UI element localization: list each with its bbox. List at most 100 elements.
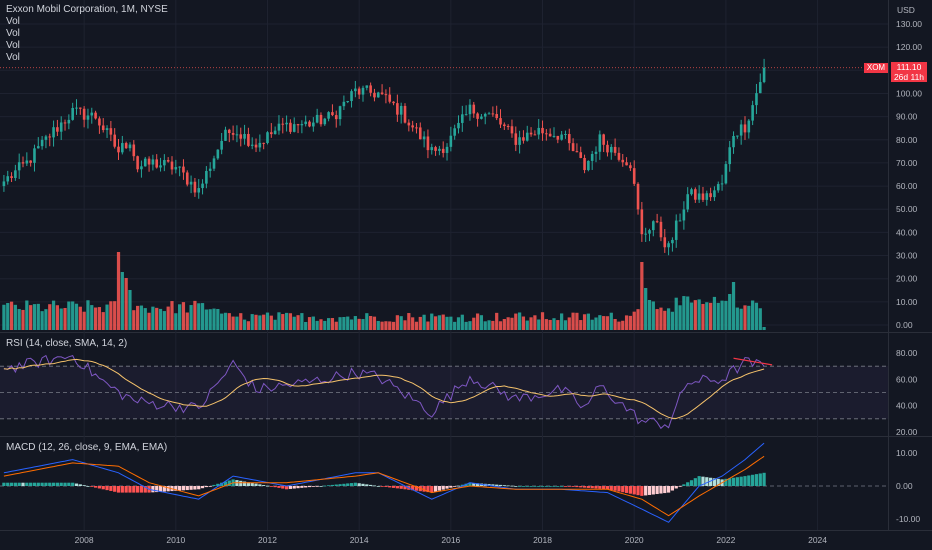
macd-histogram-bar	[666, 486, 671, 493]
macd-histogram-bar	[242, 481, 247, 486]
macd-histogram-bar	[632, 486, 636, 495]
vol-label-3: Vol	[6, 40, 20, 51]
candle-body	[29, 160, 32, 163]
volume-bar	[109, 301, 113, 330]
candle-body	[716, 184, 720, 191]
candle-body	[709, 193, 712, 198]
candle-body	[143, 158, 147, 167]
volume-bar	[178, 304, 182, 330]
volume-bar	[365, 313, 369, 330]
macd-histogram-bar	[323, 485, 327, 487]
volume-bar	[433, 316, 438, 330]
macd-histogram-bar	[78, 484, 82, 486]
candle-body	[128, 144, 132, 149]
volume-bar	[495, 312, 499, 330]
candle-body	[499, 118, 502, 125]
volume-bar	[273, 319, 277, 330]
volume-bar	[441, 314, 445, 330]
volume-bar	[518, 312, 522, 330]
macd-histogram-bar	[693, 478, 697, 486]
volume-bar	[537, 319, 541, 330]
candle-body	[701, 193, 705, 200]
macd-histogram-bar	[430, 486, 434, 493]
volume-bar	[544, 319, 548, 330]
macd-histogram-bar	[552, 486, 556, 487]
volume-bar	[2, 304, 6, 330]
candle-body	[48, 136, 52, 138]
candle-body	[449, 135, 453, 147]
volume-bar	[32, 304, 37, 330]
volume-bar	[491, 320, 495, 330]
candle-body	[506, 126, 510, 128]
macd-histogram-bar	[609, 486, 613, 491]
volume-bar	[644, 288, 648, 330]
volume-bar	[296, 315, 300, 330]
candle-body	[193, 181, 197, 193]
macd-histogram-bar	[265, 485, 270, 487]
volume-bar	[560, 313, 564, 330]
volume-bar	[246, 321, 250, 330]
x-tick-2014: 2014	[350, 535, 369, 545]
y-tick-120.00: 120.00	[896, 42, 922, 52]
macd-histogram-bar	[594, 486, 598, 489]
macd-histogram-bar	[330, 484, 335, 486]
volume-bar	[445, 316, 449, 330]
macd-histogram-bar	[586, 486, 590, 488]
volume-bar	[399, 316, 403, 330]
candle-body	[36, 146, 40, 149]
volume-bar	[624, 315, 629, 330]
vol-label-2: Vol	[6, 28, 20, 39]
volume-bar	[204, 309, 208, 330]
x-tick-2012: 2012	[258, 535, 277, 545]
volume-bar	[227, 313, 231, 330]
x-tick-2008: 2008	[75, 535, 94, 545]
macd-histogram-bar	[495, 484, 499, 486]
candle-body	[312, 122, 315, 127]
macd-histogram-bar	[647, 486, 652, 495]
candle-body	[239, 134, 243, 139]
macd-histogram-bar	[384, 486, 388, 487]
candle-body	[388, 94, 392, 102]
macd-histogram-bar	[113, 486, 117, 492]
macd-histogram-bar	[239, 480, 243, 486]
volume-bar	[598, 315, 602, 330]
candle-body	[185, 172, 189, 185]
macd-histogram-bar	[338, 484, 342, 486]
volume-bar	[74, 303, 79, 330]
volume-bar	[621, 320, 625, 330]
volume-bar	[166, 306, 170, 330]
macd-histogram-bar	[200, 486, 205, 489]
macd-histogram-bar	[674, 486, 678, 489]
macd-histogram-bar	[628, 486, 632, 494]
candle-body	[503, 124, 506, 127]
volume-bar	[693, 300, 697, 330]
macd-histogram-bar	[456, 485, 461, 487]
candle-body	[155, 159, 159, 168]
volume-bar	[762, 327, 766, 330]
volume-bar	[147, 312, 151, 330]
candle-body	[598, 134, 602, 152]
candle-body	[33, 148, 36, 163]
candle-body	[147, 158, 151, 165]
volume-bar	[487, 320, 491, 330]
volume-bar	[575, 312, 579, 330]
macd-histogram-bar	[598, 486, 602, 489]
rsi-divergence-line	[733, 357, 773, 366]
volume-bar	[101, 312, 105, 330]
macd-histogram-bar	[361, 483, 365, 486]
volume-bar	[231, 316, 235, 330]
candle-body	[369, 85, 372, 93]
volume-bar	[751, 300, 755, 330]
macd-histogram-bar	[391, 486, 396, 488]
volume-bar	[418, 316, 422, 330]
volume-bar	[510, 317, 514, 330]
candle-body	[579, 152, 583, 158]
macd-histogram-bar	[181, 486, 186, 491]
candle-body	[441, 148, 445, 153]
candle-body	[552, 135, 556, 137]
candle-body	[224, 129, 227, 141]
volume-bar	[552, 318, 556, 330]
volume-bar	[9, 301, 14, 330]
macd-histogram-bar	[189, 486, 193, 490]
